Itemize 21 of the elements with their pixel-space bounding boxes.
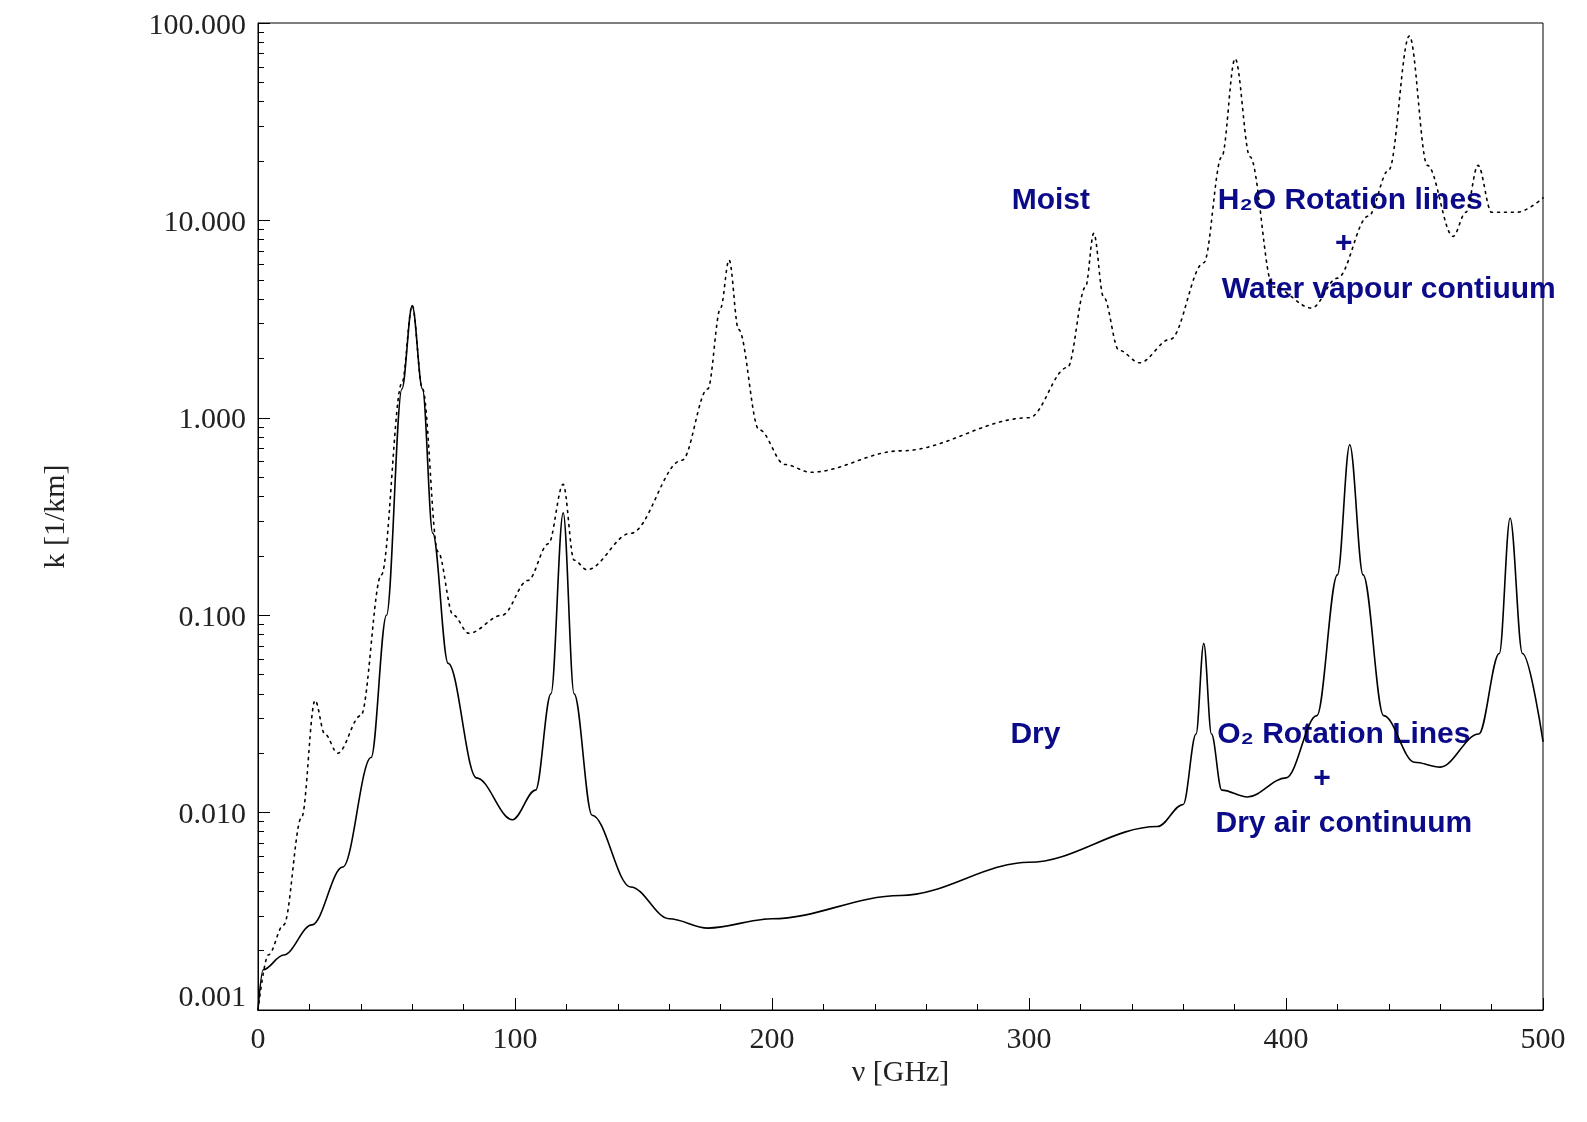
x-tick-label: 400: [1263, 1020, 1309, 1054]
y-tick-label: 0.001: [178, 978, 246, 1012]
annotation: +: [1335, 225, 1353, 259]
x-tick-label: 200: [749, 1020, 795, 1054]
annotation: Water vapour contiuum: [1221, 270, 1556, 304]
x-tick-label: 300: [1006, 1020, 1052, 1054]
y-tick-label: 1.000: [178, 401, 246, 435]
x-tick-label: 100: [492, 1020, 538, 1054]
y-axis-title: k [1/km]: [36, 464, 70, 569]
annotation: +: [1313, 759, 1331, 793]
annotation: Moist: [1011, 181, 1091, 215]
y-tick-label: 0.100: [178, 598, 246, 632]
x-tick-label: 500: [1520, 1020, 1566, 1054]
y-tick-label: 0.010: [178, 796, 246, 830]
x-axis-title: ν [GHz]: [851, 1053, 950, 1087]
y-tick-label: 100.000: [148, 6, 246, 40]
annotation: H₂O Rotation lines: [1217, 181, 1483, 215]
y-tick-label: 10.000: [163, 203, 246, 237]
annotation: Dry: [1010, 716, 1061, 750]
annotation: Dry air continuum: [1215, 805, 1473, 839]
x-tick-label: 0: [250, 1020, 266, 1054]
